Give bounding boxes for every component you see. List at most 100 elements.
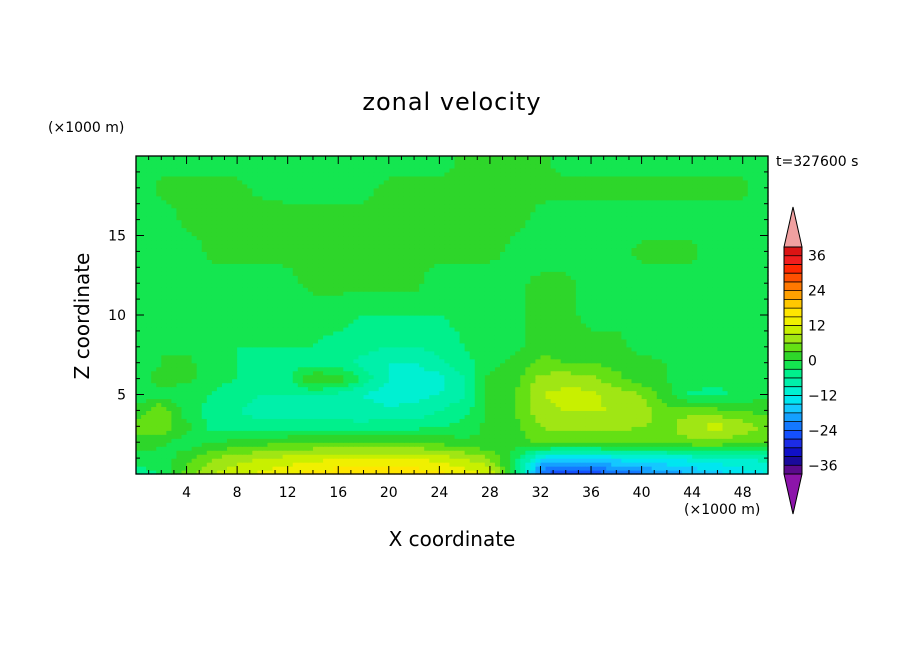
field-cell: [722, 358, 729, 364]
field-cell: [525, 446, 531, 451]
field-cell: [752, 430, 759, 435]
field-cell: [302, 422, 309, 427]
field-cell: [398, 350, 405, 356]
field-cell: [575, 342, 582, 348]
field-cell: [474, 442, 481, 447]
field-cell: [707, 390, 713, 396]
field-cell: [378, 434, 385, 439]
field-cell: [505, 390, 511, 396]
field-cell: [611, 346, 617, 352]
field-cell: [505, 406, 511, 411]
field-cell: [156, 426, 162, 431]
field-cell: [358, 458, 365, 463]
field-cell: [414, 402, 420, 408]
field-cell: [227, 438, 233, 443]
field-cell: [737, 398, 744, 404]
field-cell: [221, 438, 228, 443]
field-cell: [439, 326, 446, 332]
field-cell: [454, 362, 461, 368]
field-cell: [378, 374, 385, 380]
field-cell: [535, 366, 542, 372]
field-cell: [722, 330, 729, 336]
field-cell: [206, 410, 213, 415]
field-cell: [323, 434, 329, 439]
field-cell: [141, 422, 147, 427]
field-cell: [560, 315, 567, 320]
field-cell: [762, 318, 769, 324]
field-cell: [591, 322, 597, 328]
field-cell: [368, 470, 375, 475]
field-cell: [353, 410, 360, 415]
field-cell: [596, 342, 602, 348]
field-cell: [621, 438, 628, 443]
field-cell: [464, 382, 471, 388]
field-cell: [606, 410, 612, 415]
field-cell: [641, 330, 648, 336]
field-cell: [272, 350, 279, 356]
field-cell: [722, 362, 729, 368]
field-cell: [697, 394, 703, 400]
field-cell: [287, 470, 294, 475]
field-cell: [393, 410, 400, 415]
field-cell: [242, 394, 248, 400]
field-cell: [702, 362, 708, 368]
field-cell: [525, 422, 531, 427]
field-cell: [575, 454, 582, 459]
field-cell: [409, 322, 415, 328]
field-cell: [757, 470, 764, 475]
field-cell: [393, 366, 400, 372]
field-cell: [267, 458, 274, 463]
field-cell: [676, 350, 683, 356]
field-cell: [505, 374, 511, 380]
field-cell: [479, 358, 486, 364]
field-cell: [262, 430, 269, 435]
field-cell: [494, 470, 501, 475]
field-cell: [232, 454, 238, 459]
field-cell: [540, 458, 547, 463]
field-cell: [737, 394, 744, 400]
field-cell: [515, 434, 521, 439]
field-cell: [393, 370, 400, 376]
field-cell: [242, 462, 248, 467]
field-cell: [368, 466, 375, 471]
field-cell: [757, 430, 764, 435]
field-cell: [262, 466, 269, 471]
field-cell: [277, 446, 284, 451]
field-cell: [707, 334, 713, 340]
field-cell: [161, 370, 167, 376]
field-cell: [525, 326, 531, 332]
field-cell: [540, 426, 547, 431]
field-cell: [671, 466, 678, 471]
field-cell: [201, 470, 208, 475]
field-cell: [378, 386, 385, 392]
field-cell: [535, 346, 542, 352]
field-cell: [277, 342, 284, 348]
field-cell: [631, 470, 638, 475]
field-cell: [606, 346, 612, 352]
field-cell: [484, 350, 491, 356]
field-cell: [585, 318, 592, 324]
field-cell: [388, 322, 395, 328]
field-cell: [444, 338, 451, 344]
field-cell: [530, 442, 537, 447]
field-cell: [282, 382, 289, 388]
field-cell: [631, 450, 638, 455]
field-cell: [621, 354, 628, 360]
field-cell: [464, 326, 471, 332]
field-cell: [176, 410, 183, 415]
field-cell: [646, 442, 653, 447]
field-cell: [646, 410, 653, 415]
field-cell: [211, 322, 218, 328]
field-cell: [419, 334, 425, 340]
field-cell: [216, 382, 223, 388]
field-cell: [732, 386, 739, 392]
field-cell: [717, 322, 724, 328]
field-cell: [530, 322, 537, 328]
field-cell: [414, 438, 420, 443]
field-cell: [257, 430, 263, 435]
field-cell: [555, 418, 562, 423]
field-cell: [687, 466, 693, 471]
field-cell: [636, 322, 643, 328]
field-cell: [444, 386, 451, 392]
field-cell: [307, 382, 314, 388]
